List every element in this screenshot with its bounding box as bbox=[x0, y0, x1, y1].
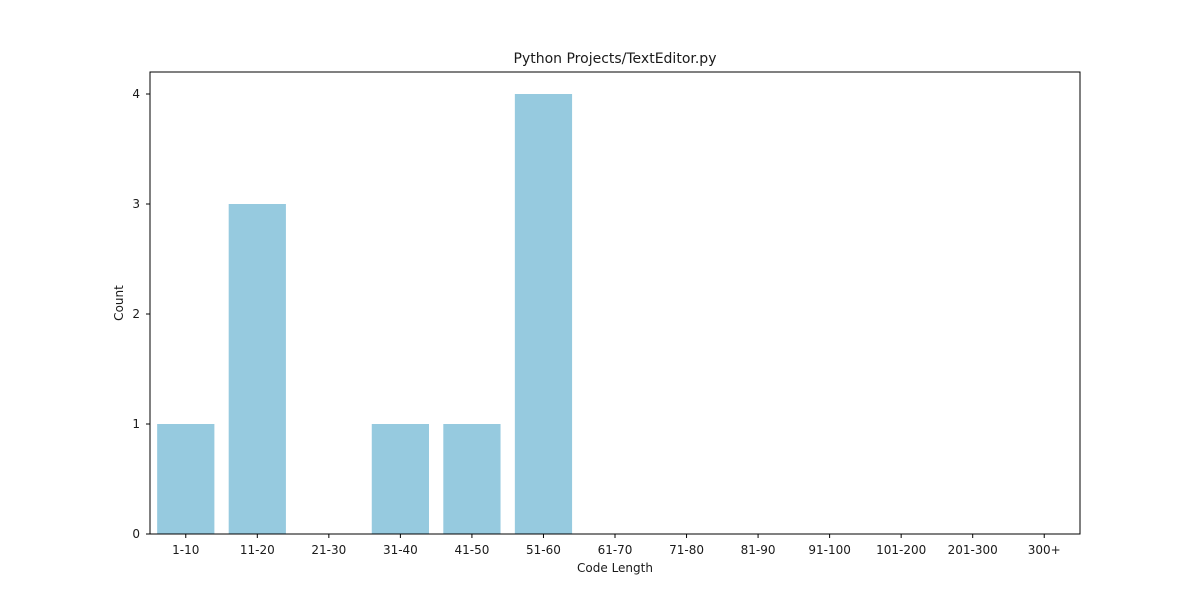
y-tick-label: 1 bbox=[132, 417, 140, 431]
y-axis: 0 1 2 3 4 bbox=[132, 87, 150, 541]
bar-31-40 bbox=[371, 424, 429, 534]
x-tick-label: 71-80 bbox=[669, 543, 704, 557]
x-tick-label: 31-40 bbox=[383, 543, 418, 557]
y-tick-label: 2 bbox=[132, 307, 140, 321]
x-tick-label: 91-100 bbox=[808, 543, 851, 557]
plot-frame bbox=[149, 71, 1081, 535]
y-tick-label: 3 bbox=[132, 197, 140, 211]
chart-title: Python Projects/TextEditor.py bbox=[514, 51, 717, 67]
x-axis-label: Code Length bbox=[577, 561, 653, 575]
bar-11-20 bbox=[228, 204, 286, 534]
y-axis-label: Count bbox=[112, 285, 126, 321]
x-tick-label: 1-10 bbox=[172, 543, 199, 557]
x-tick-label: 300+ bbox=[1028, 543, 1061, 557]
x-tick-label: 51-60 bbox=[526, 543, 561, 557]
x-tick-label: 101-200 bbox=[876, 543, 926, 557]
x-tick-label: 81-90 bbox=[741, 543, 776, 557]
bar-1-10 bbox=[157, 424, 215, 534]
x-tick-label: 61-70 bbox=[598, 543, 633, 557]
bar-51-60 bbox=[514, 94, 573, 534]
x-tick-label: 11-20 bbox=[240, 543, 275, 557]
x-tick-label: 21-30 bbox=[311, 543, 346, 557]
y-tick-label: 4 bbox=[132, 87, 140, 101]
bar-41-50 bbox=[443, 424, 501, 534]
x-tick-label: 41-50 bbox=[454, 543, 489, 557]
x-tick-label: 201-300 bbox=[948, 543, 998, 557]
bars-group bbox=[157, 94, 573, 534]
x-axis: 1-10 11-20 21-30 31-40 41-50 51-60 61-70 71-80 8… bbox=[172, 534, 1061, 557]
y-tick-label: 0 bbox=[132, 527, 140, 541]
